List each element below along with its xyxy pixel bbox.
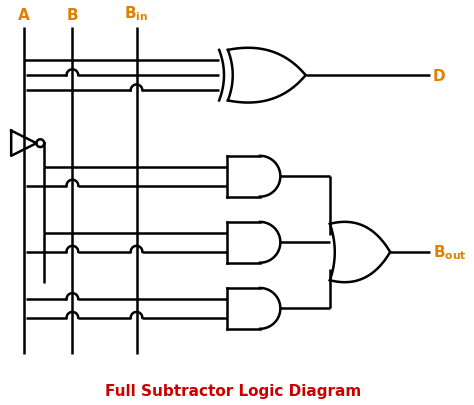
Text: B: B: [66, 8, 78, 23]
Text: D: D: [433, 68, 446, 83]
Text: Full Subtractor Logic Diagram: Full Subtractor Logic Diagram: [105, 384, 361, 399]
Text: $\mathbf{B_{out}}$: $\mathbf{B_{out}}$: [433, 243, 466, 262]
Text: $\mathbf{B_{in}}$: $\mathbf{B_{in}}$: [125, 4, 149, 23]
Text: A: A: [18, 8, 30, 23]
